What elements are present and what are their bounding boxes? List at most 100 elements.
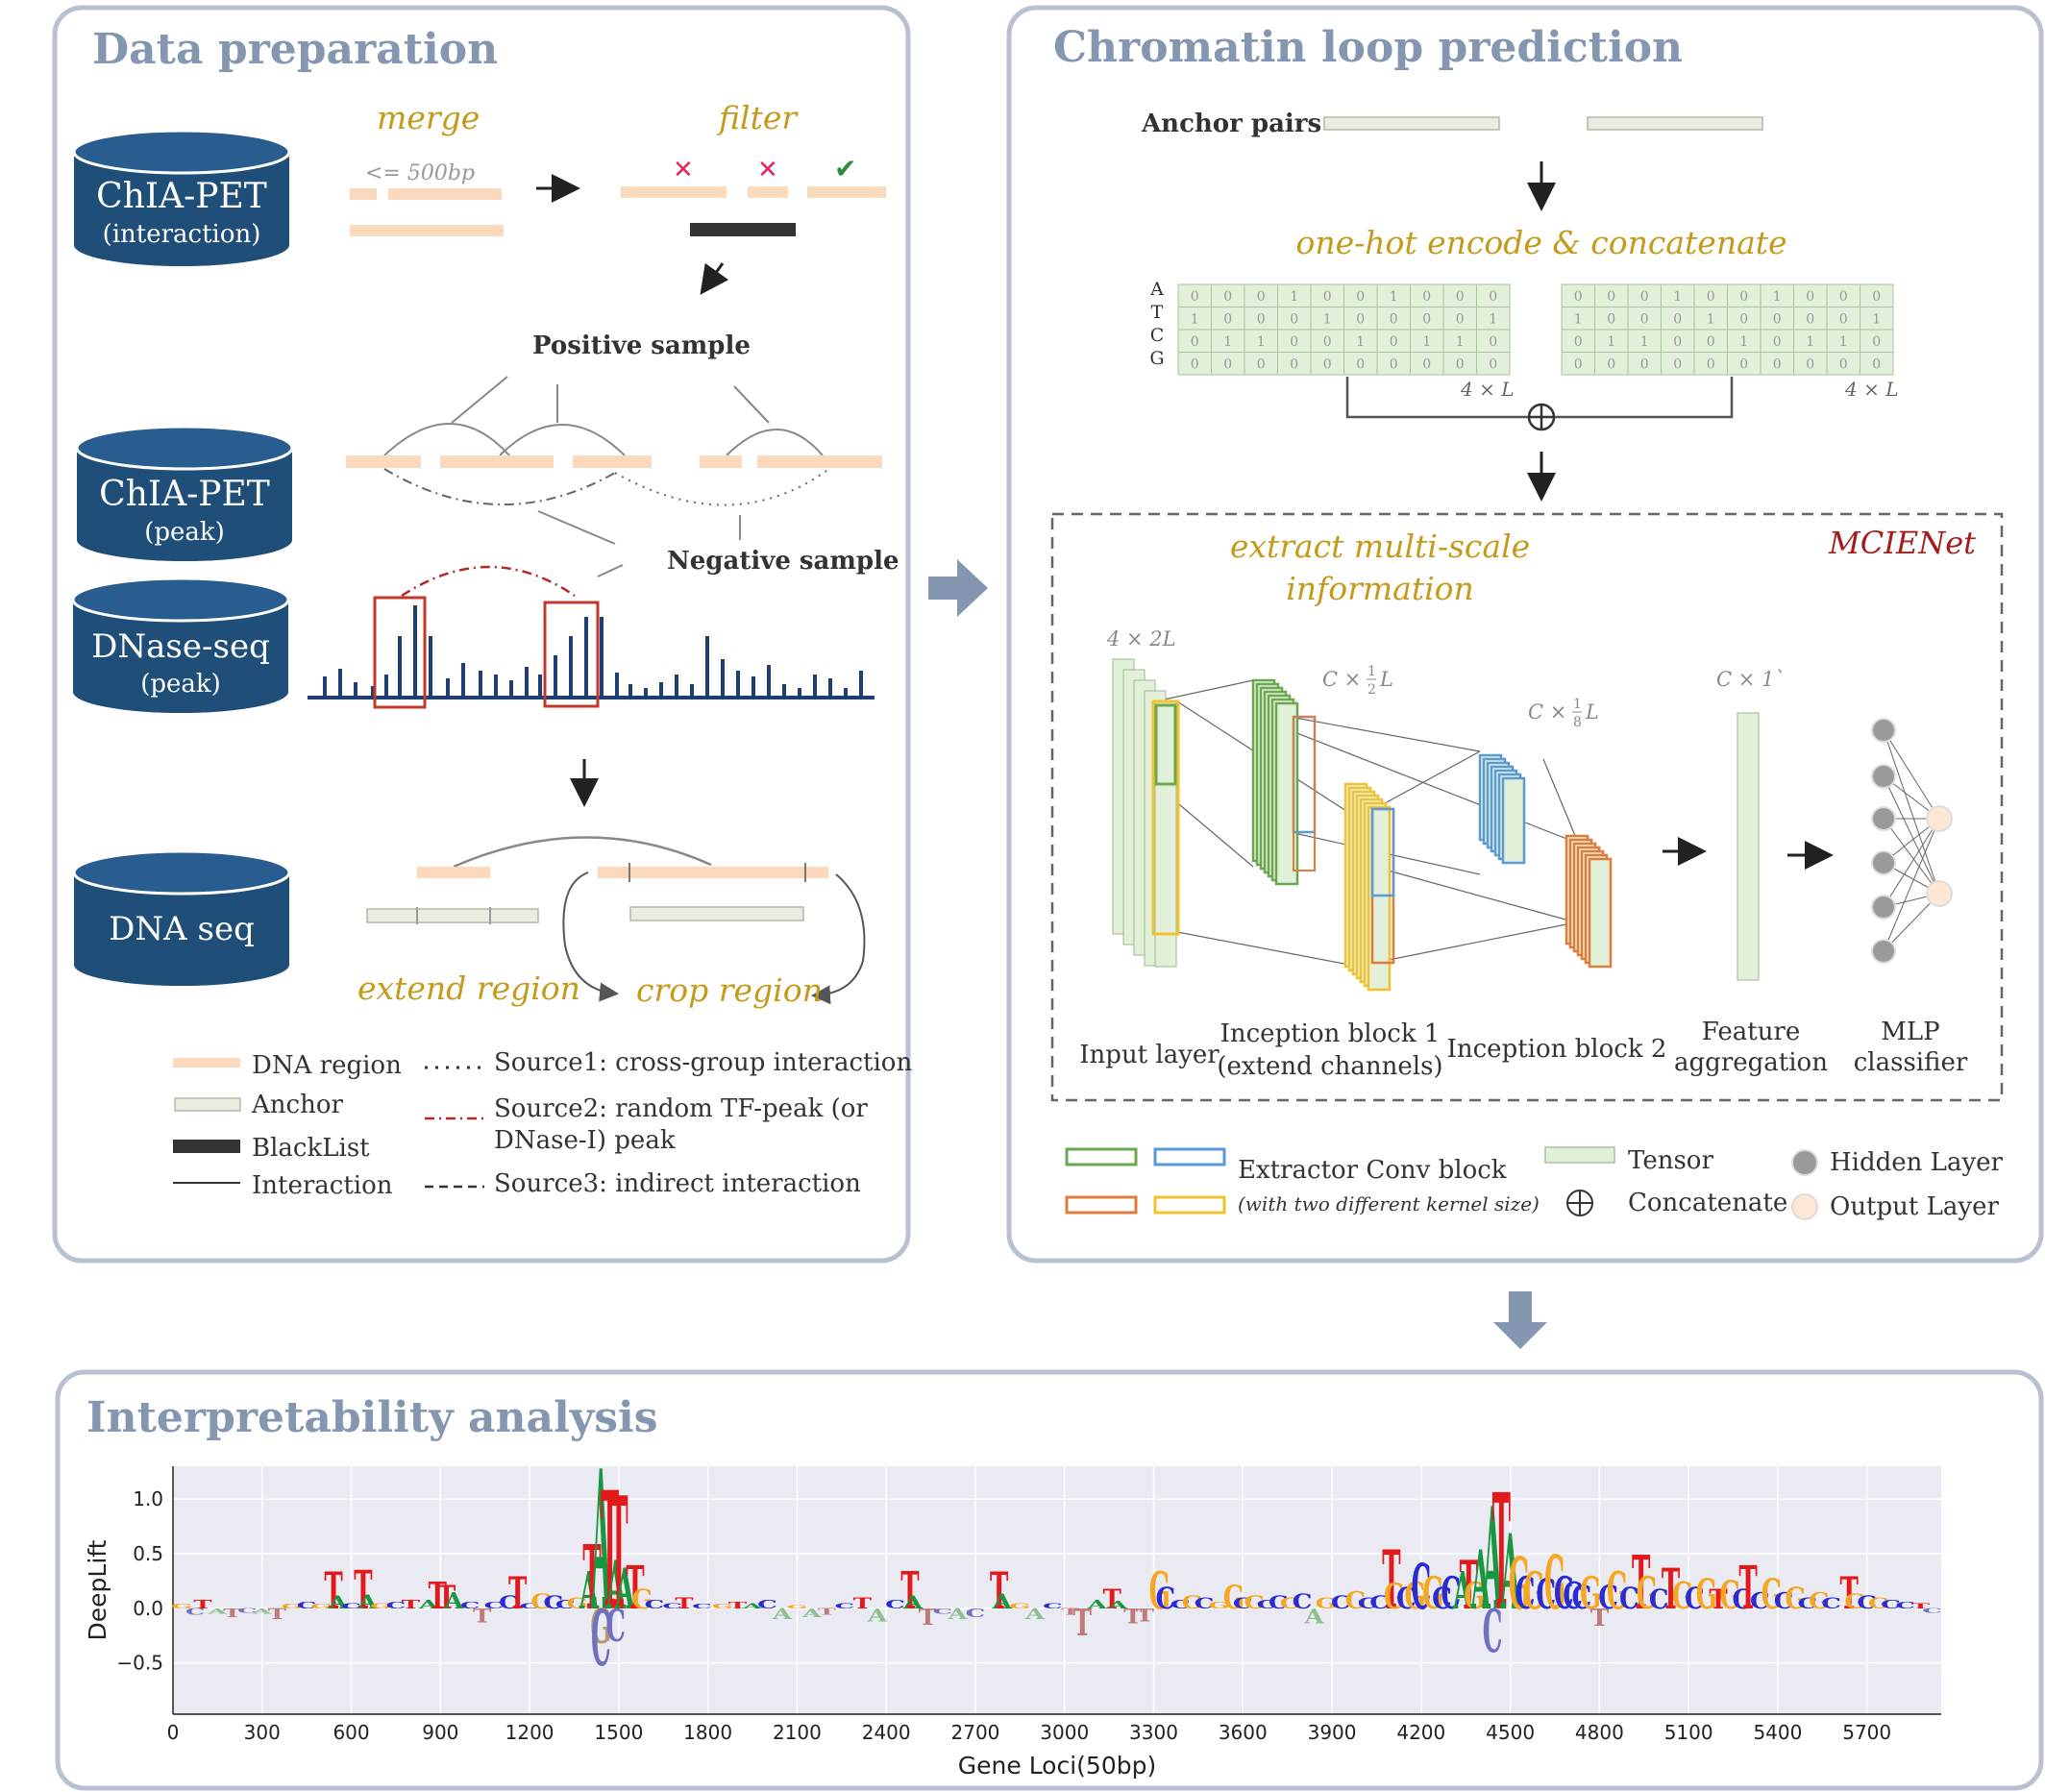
matrix-cell: 1 bbox=[1290, 289, 1298, 305]
x-tick-label: 3900 bbox=[1308, 1721, 1357, 1744]
matrix-cell: 0 bbox=[1223, 357, 1232, 373]
model-name: MCIENet bbox=[1828, 525, 1976, 561]
logo-letter: A bbox=[947, 1606, 968, 1623]
logo-letter: T bbox=[990, 1560, 1009, 1620]
plot-area bbox=[173, 1466, 1941, 1714]
logo-letter: A bbox=[902, 1592, 924, 1612]
logo-letter: G bbox=[590, 1600, 611, 1656]
matrix-cell: 0 bbox=[1640, 289, 1649, 305]
matrix-cell: 0 bbox=[1574, 289, 1583, 305]
y-tick-label: 0.5 bbox=[133, 1542, 163, 1565]
matrix-cell: 1 bbox=[1739, 334, 1748, 350]
logo-letter: C bbox=[341, 1602, 361, 1610]
x-tick-label: 5400 bbox=[1753, 1721, 1802, 1744]
matrix-cell: 0 bbox=[1191, 357, 1199, 373]
base-label: G bbox=[1149, 348, 1164, 369]
logo-letter: G bbox=[1280, 1595, 1301, 1612]
logo-letter: C bbox=[555, 1597, 576, 1611]
legend-blacklist: BlackList bbox=[252, 1134, 370, 1163]
matrix-cell: 0 bbox=[1806, 312, 1814, 328]
logo-letter: T bbox=[1460, 1547, 1478, 1625]
matrix-cell: 0 bbox=[1456, 289, 1465, 305]
logo-letter: C bbox=[933, 1607, 953, 1615]
logo-letter: C bbox=[1732, 1584, 1752, 1615]
network-diagram: 4 × 2L bbox=[1106, 627, 1953, 992]
logo-letter: T bbox=[1911, 1602, 1931, 1610]
logo-letter: G bbox=[1868, 1595, 1889, 1612]
logo-letter: T bbox=[324, 1560, 343, 1620]
logo-letter: C bbox=[1257, 1597, 1277, 1611]
logo-letter: A bbox=[327, 1592, 348, 1612]
logo-letter: G bbox=[786, 1605, 807, 1609]
logo-letter: C bbox=[1685, 1581, 1705, 1616]
dim-eighth: C × bbox=[1528, 700, 1566, 724]
extend-crop-diagram bbox=[366, 836, 866, 1005]
matrix-cell: 1 bbox=[1390, 289, 1398, 305]
positive-sample-label: Positive sample bbox=[532, 331, 751, 360]
logo-letter: A bbox=[772, 1606, 793, 1623]
base-label: T bbox=[1151, 302, 1164, 323]
data-preparation-panel: Data preparation ChIA-PET (interaction) … bbox=[52, 5, 912, 1264]
anchor-pairs-label: Anchor pairs bbox=[1141, 110, 1321, 138]
logo-letter: G bbox=[1464, 1573, 1485, 1617]
matrix-cell: 0 bbox=[1607, 357, 1615, 373]
logo-letter: A bbox=[605, 1547, 626, 1625]
logo-letter: C bbox=[1896, 1600, 1916, 1610]
deeplift-chart: 0 300 600 900 1200 1500 1800 2100 2400 2700 3000 33… bbox=[84, 1428, 1942, 1780]
data-prep-title: Data preparation bbox=[92, 25, 498, 74]
logo-letter: G bbox=[712, 1603, 733, 1609]
dim-eighth-den: 8 bbox=[1573, 715, 1582, 730]
logo-letter: T bbox=[609, 1464, 628, 1645]
matrix-cell: 0 bbox=[1456, 312, 1465, 328]
negative-sample-label: Negative sample bbox=[667, 547, 899, 576]
sample-regions bbox=[346, 455, 882, 468]
matrix-cell: 0 bbox=[1257, 357, 1266, 373]
logo-letter: G bbox=[1523, 1559, 1544, 1621]
matrix-cell: 1 bbox=[1806, 334, 1814, 350]
logo-letter: C bbox=[1233, 1595, 1253, 1612]
matrix-cell: 0 bbox=[1872, 289, 1881, 305]
matrix-cell: 0 bbox=[1390, 312, 1398, 328]
matrix-cell: 0 bbox=[1673, 357, 1682, 373]
matrix-cell: 0 bbox=[1422, 312, 1431, 328]
db2-sub: (peak) bbox=[144, 518, 225, 547]
sample-pairs bbox=[383, 376, 827, 577]
dim-half-num: 1 bbox=[1367, 664, 1376, 679]
logo-letter: A bbox=[443, 1587, 464, 1613]
x-tick-label: 1500 bbox=[594, 1721, 643, 1744]
matrix-cell: 0 bbox=[1422, 289, 1431, 305]
db1-sub: (interaction) bbox=[103, 220, 261, 249]
logo-letter: T bbox=[853, 1595, 872, 1612]
mlp-label-b: classifier bbox=[1854, 1048, 1968, 1077]
logo-letter: G bbox=[282, 1603, 303, 1609]
logo-letter: G bbox=[1405, 1573, 1426, 1617]
logo-letter: G bbox=[1149, 1559, 1170, 1621]
down-arrow-icon bbox=[1493, 1291, 1547, 1349]
database-dna-seq: DNA seq bbox=[72, 849, 291, 986]
logo-letter: T bbox=[919, 1604, 938, 1630]
matrix-cell: 1 bbox=[1872, 312, 1881, 328]
logo-letter: G bbox=[171, 1603, 192, 1609]
inception1-label-a: Inception block 1 bbox=[1220, 1019, 1441, 1048]
logo-letter: G bbox=[1544, 1538, 1565, 1626]
x-tick-label: 600 bbox=[333, 1721, 369, 1744]
mcienet-box bbox=[1050, 512, 2004, 1102]
anchor-right bbox=[1587, 116, 1763, 131]
logo-letter: C bbox=[237, 1608, 258, 1614]
matrix-cell: 1 bbox=[1574, 312, 1583, 328]
legend-extractor-note: (with two different kernel size) bbox=[1238, 1192, 1540, 1215]
logo-letter: G bbox=[530, 1589, 552, 1613]
x-tick-label: 3600 bbox=[1219, 1721, 1268, 1744]
x-tick-label: 1800 bbox=[683, 1721, 732, 1744]
logo-letter: T bbox=[818, 1607, 837, 1617]
matrix-cell: 0 bbox=[1356, 289, 1365, 305]
matrix-cell: 0 bbox=[1223, 312, 1232, 328]
logo-letter: T bbox=[1662, 1556, 1681, 1621]
logo-letter: G bbox=[566, 1595, 587, 1612]
logo-letter: C bbox=[1571, 1579, 1591, 1616]
matrix-cell: 0 bbox=[1290, 312, 1298, 328]
chromatin-loop-panel: Chromatin loop prediction Anchor pairs o… bbox=[1006, 5, 2044, 1264]
logo-letter: T bbox=[1382, 1532, 1400, 1628]
logo-letter: C bbox=[692, 1603, 712, 1609]
matrix-cell: 0 bbox=[1390, 357, 1398, 373]
